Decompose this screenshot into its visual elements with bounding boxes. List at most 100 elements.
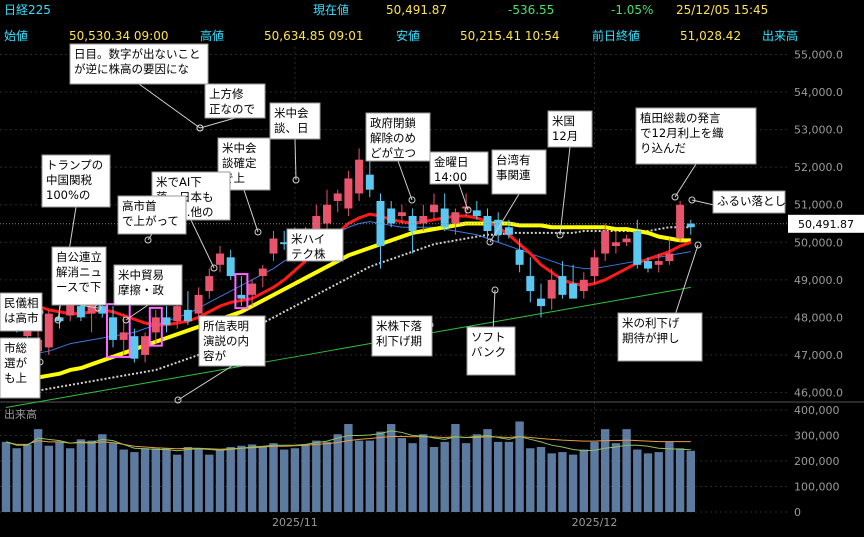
prev-close-value: 51,028.42 — [680, 29, 742, 43]
annotation-leader — [199, 117, 236, 129]
candle-body — [44, 313, 53, 348]
volume-tick-label: 0 — [794, 506, 801, 519]
highlight-box — [148, 306, 163, 347]
volume-bar — [354, 440, 364, 512]
candle-body — [355, 159, 364, 194]
volume-bar — [429, 446, 439, 512]
candle-body — [151, 317, 160, 333]
volume-bar — [119, 449, 128, 512]
candle-body — [376, 200, 385, 247]
annotation-box — [0, 292, 43, 332]
volume-tick-label: 300,000 — [794, 430, 840, 443]
annotation-text: 米国 — [552, 114, 575, 128]
candle-body — [483, 215, 492, 232]
annotation-text: 100%の — [46, 188, 90, 202]
annotation-box — [712, 190, 786, 214]
volume-average-line — [5, 436, 691, 450]
annotation-text: 期待が押し — [622, 331, 680, 345]
volume-bar — [215, 449, 225, 512]
annotation-text: 米中会 — [222, 141, 257, 155]
annotation-leader — [147, 233, 153, 241]
volume-bar — [579, 449, 588, 512]
annotation-anchor — [144, 236, 152, 244]
candle-body — [440, 208, 449, 228]
volume-bar — [440, 441, 449, 512]
annotation-text: ソフト — [471, 330, 506, 344]
annotation-callout: ふるい落とし — [688, 190, 786, 214]
candle-body — [183, 309, 192, 322]
annotation-text: 米中会 — [274, 106, 309, 120]
annotation-anchor — [671, 193, 679, 201]
volume-bar — [622, 429, 631, 512]
candle-body — [601, 231, 610, 254]
annotation-text: で上がって — [122, 214, 179, 228]
annotation-text: 上方修 — [209, 87, 244, 101]
price-tick-label: 48,000.0 — [794, 311, 843, 324]
volume-bar — [365, 440, 374, 512]
candle-body — [387, 208, 396, 224]
price-tick-label: 55,000.0 — [794, 49, 843, 62]
moving-average-line-ma-mid — [5, 221, 691, 387]
annotation-leader — [125, 304, 149, 321]
candle-body — [226, 257, 235, 277]
volume-bar — [140, 448, 150, 512]
annotation-text: 自公連立 — [56, 250, 102, 264]
annotation-text: ふるい落とし — [717, 194, 786, 208]
volume-bar — [665, 441, 674, 512]
volume-bar — [633, 449, 642, 512]
volume-bar — [226, 446, 235, 512]
annotation-box — [429, 151, 489, 185]
candle-body — [258, 268, 267, 277]
quote-header-row-2: 始値 50,530.34 09:00 高値 50,634.85 09:01 安値… — [0, 26, 864, 46]
candle-body — [55, 317, 64, 322]
candle-body — [344, 178, 353, 209]
moving-average-line-ma-blue — [5, 221, 691, 360]
candle-body — [494, 219, 503, 235]
candle-body — [194, 294, 203, 314]
volume-pane-label: 出来高 — [4, 407, 37, 421]
volume-bar — [686, 450, 695, 512]
x-tick-label: 2025/12 — [572, 516, 618, 529]
annotation-leader — [559, 146, 571, 236]
annotation-text: も上 — [4, 371, 27, 385]
volume-bar — [55, 441, 64, 512]
candle-body — [590, 257, 599, 277]
volume-bar — [205, 454, 214, 512]
volume-bar — [87, 440, 96, 512]
candle-body — [130, 336, 139, 359]
annotation-text: 14:00 — [434, 170, 467, 184]
candle-body — [451, 212, 460, 224]
price-tick-label: 54,000.0 — [794, 86, 843, 99]
candle-body — [365, 174, 374, 190]
volume-tick-label: 400,000 — [794, 404, 840, 417]
annotation-text: は高市 — [4, 311, 39, 325]
annotation-text: 米でAI下 — [156, 175, 202, 189]
open-label: 始値 — [4, 29, 29, 43]
current-label: 現在値 — [313, 3, 350, 17]
annotation-text: 選が — [4, 356, 27, 370]
annotation-text: り込んだ — [640, 141, 686, 155]
candle-body — [654, 261, 663, 265]
candle-body — [248, 283, 257, 295]
annotation-box — [204, 83, 266, 119]
annotation-text: 台湾有 — [496, 153, 531, 167]
annotation-box — [466, 326, 516, 376]
moving-average-line-ma-green — [5, 286, 691, 409]
price-tick-label: 46,000.0 — [794, 386, 843, 399]
annotation-text: 談、日 — [274, 121, 309, 135]
candle-body — [569, 283, 578, 299]
candle-body — [686, 223, 695, 228]
annotation-box — [41, 154, 111, 208]
annotation-box — [51, 246, 107, 306]
candle-body — [397, 212, 406, 216]
volume-tick-label: 200,000 — [794, 455, 840, 468]
candle-body — [579, 279, 588, 292]
annotation-anchor — [688, 196, 696, 204]
